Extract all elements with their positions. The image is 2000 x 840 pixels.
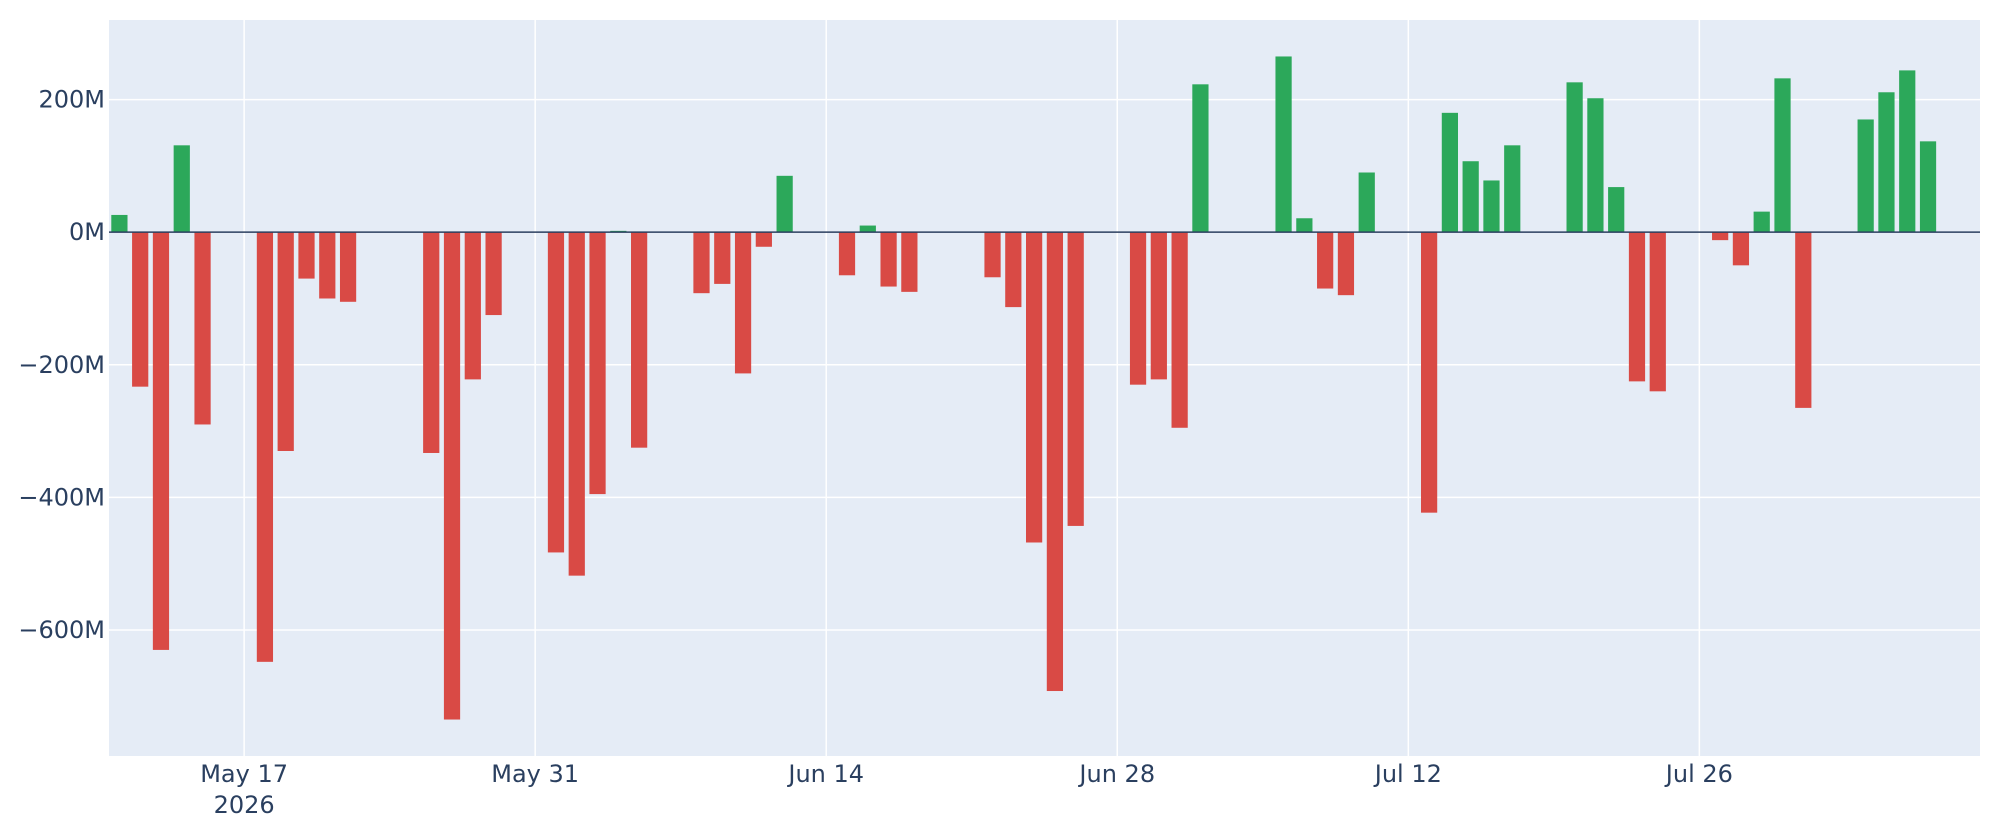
bar-negative — [714, 232, 731, 284]
bar-negative — [1005, 232, 1022, 308]
bar-positive — [1192, 84, 1209, 233]
bar-negative — [1337, 232, 1355, 296]
bar-negative — [256, 232, 274, 662]
x-tick-label: Jun 14 — [786, 760, 864, 788]
bar-positive — [1275, 56, 1292, 233]
bar-negative — [277, 232, 294, 451]
bar-negative — [1795, 232, 1812, 408]
bar-negative — [1420, 232, 1438, 513]
bar-positive — [1462, 161, 1479, 233]
bar-negative — [693, 232, 710, 294]
bar-negative — [339, 232, 357, 302]
bar-negative — [589, 232, 606, 495]
gridlines — [109, 20, 1980, 756]
bar-negative — [1712, 232, 1729, 241]
bar-positive — [1566, 82, 1583, 233]
bar-negative — [880, 232, 897, 287]
bar-negative — [984, 232, 1001, 278]
bar-positive — [1899, 70, 1916, 233]
bar-negative — [443, 232, 461, 720]
bar-positive — [1774, 78, 1791, 233]
bar-negative — [631, 232, 648, 448]
bar-positive — [1919, 141, 1937, 233]
bar-negative — [423, 232, 440, 453]
bar-negative — [547, 232, 565, 553]
x-tick-label: Jul 26 — [1664, 760, 1733, 788]
bar-positive — [1857, 119, 1874, 233]
bars — [111, 56, 1937, 720]
x-tick-label: May 31 — [491, 760, 579, 788]
bar-negative — [298, 232, 315, 279]
bar-positive — [1296, 218, 1313, 233]
bar-positive — [859, 225, 876, 233]
bar-negative — [901, 232, 918, 292]
bar-positive — [1358, 172, 1375, 233]
bar-positive — [1441, 112, 1458, 233]
bar-positive — [1504, 145, 1521, 233]
plot-background — [109, 20, 1980, 756]
y-tick-label: −600M — [18, 616, 105, 644]
y-tick-label: 200M — [38, 86, 105, 114]
bar-negative — [734, 232, 752, 374]
bar-negative — [1046, 232, 1064, 692]
bar-negative — [1171, 232, 1188, 428]
x-tick-label: May 17 — [200, 760, 288, 788]
x-axis-tick-labels: May 17 2026 May 31 Jun 14 Jun 28 Jul 12 Jul 26 — [200, 760, 1733, 819]
bar-negative — [485, 232, 502, 316]
bar-negative — [1649, 232, 1666, 392]
bar-positive — [1608, 187, 1625, 233]
bar-negative — [1026, 232, 1043, 543]
bar-positive — [1878, 92, 1895, 233]
bar-negative — [194, 232, 211, 425]
bar-negative — [1317, 232, 1334, 289]
bar-positive — [1483, 180, 1500, 233]
bar-positive — [776, 175, 793, 233]
y-tick-label: −400M — [18, 483, 105, 511]
bar-negative — [1732, 232, 1750, 266]
x-tick-year-label: 2026 — [214, 791, 275, 819]
bar-negative — [1150, 232, 1167, 380]
y-axis-tick-labels: 200M 0M −200M −400M −600M — [18, 86, 105, 644]
bar-negative — [464, 232, 481, 380]
bar-negative — [152, 232, 170, 650]
bar-negative — [1129, 232, 1147, 385]
x-tick-label: Jun 28 — [1077, 760, 1155, 788]
bar-negative — [568, 232, 585, 576]
y-tick-label: 0M — [69, 218, 105, 246]
bar-negative — [1067, 232, 1084, 526]
bar-negative — [838, 232, 856, 276]
bar-negative — [755, 232, 772, 247]
bar-positive — [173, 145, 190, 233]
bar-positive — [1587, 98, 1604, 233]
y-tick-label: −200M — [18, 351, 105, 379]
bar-positive — [111, 214, 128, 233]
bar-positive — [1753, 211, 1770, 233]
bar-negative — [319, 232, 336, 299]
bar-negative — [1628, 232, 1646, 382]
bar-negative — [132, 232, 149, 387]
x-tick-label: Jul 12 — [1373, 760, 1442, 788]
